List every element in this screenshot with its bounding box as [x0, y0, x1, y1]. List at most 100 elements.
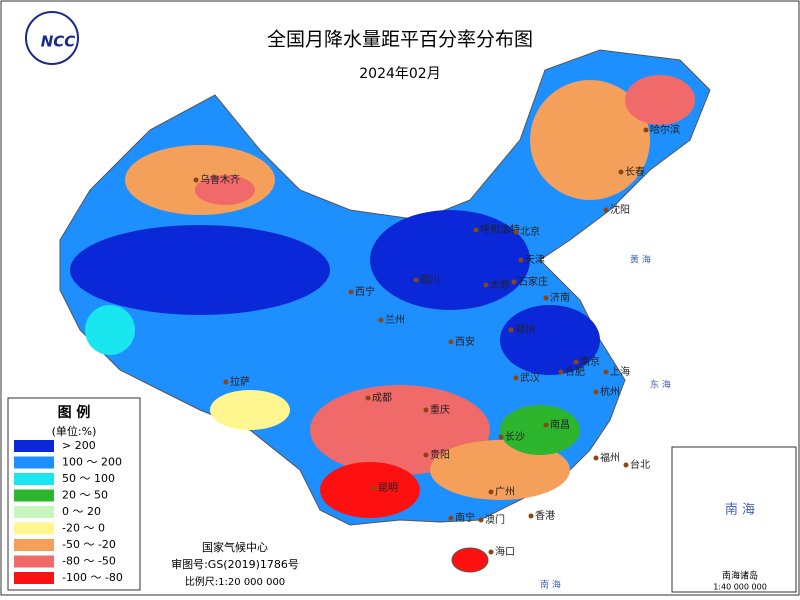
city-label: 成都: [372, 392, 392, 404]
legend-label: -80 ～ -50: [62, 555, 116, 568]
city-dot: [365, 395, 371, 401]
legend-swatch: [14, 522, 54, 535]
region: [195, 175, 255, 205]
city-dot: [603, 369, 609, 375]
city-label: 乌鲁木齐: [200, 173, 240, 186]
legend-unit: (单位:%): [52, 424, 97, 438]
legend-label: 100 ～ 200: [62, 456, 122, 469]
logo-ring: [25, 11, 79, 65]
city-label: 西宁: [355, 285, 375, 298]
city-label: 银川: [420, 273, 440, 286]
city-label: 武汉: [520, 371, 540, 384]
hainan: [451, 547, 489, 573]
city-label: 拉萨: [230, 375, 250, 388]
legend: 图 例 (单位:%) > 200 100 ～ 200 50 ～ 100 20 ～ 50…: [7, 397, 141, 591]
city-dot: [518, 257, 524, 263]
city-dot: [593, 455, 599, 461]
city-label: 贵阳: [430, 448, 450, 461]
city-label: 昆明: [378, 482, 398, 494]
scale: 比例尺:1:20 000 000: [185, 575, 285, 588]
agency: 国家气候中心: [202, 540, 268, 554]
city-label: 南京: [580, 355, 600, 368]
city-label: 长春: [625, 166, 645, 178]
region: [320, 462, 420, 518]
legend-label: -50 ～ -20: [62, 538, 116, 551]
city-label: 台北: [630, 458, 650, 471]
city-dot: [528, 513, 534, 519]
city-label: 广州: [495, 486, 515, 498]
city-dot: [513, 375, 519, 381]
city-label: 长沙: [505, 431, 525, 443]
city-dot: [508, 327, 514, 333]
region: [370, 210, 530, 310]
inset-frame: [671, 446, 797, 593]
legend-items: > 200 100 ～ 200 50 ～ 100 20 ～ 50 0 ～ 20 -20 ～…: [14, 439, 123, 584]
city-dot: [193, 177, 199, 183]
city-dot: [513, 229, 519, 235]
legend-swatch: [14, 440, 54, 452]
city-dot: [423, 407, 429, 413]
city-dot: [371, 485, 377, 491]
city-label: 南昌: [550, 418, 570, 431]
city-label: 沈阳: [610, 203, 630, 216]
legend-swatch: [14, 473, 54, 485]
city-dot: [423, 452, 429, 458]
title: 全国月降水量距平百分率分布图: [267, 29, 533, 51]
sea-labels: 黄 海东 海南 海: [540, 254, 671, 591]
logo-text: NCC: [41, 33, 76, 51]
china-map: [59, 49, 711, 573]
sea-label: 黄 海: [630, 254, 651, 266]
city-dot: [378, 317, 384, 323]
city-dot: [543, 422, 549, 428]
city-dot: [573, 359, 579, 365]
legend-title: 图 例: [58, 404, 91, 421]
city-label: 北京: [520, 225, 540, 238]
legend-label: > 200: [62, 439, 96, 452]
city-dot: [543, 295, 549, 301]
region: [210, 390, 290, 430]
city-label: 郑州: [515, 323, 535, 336]
legend-label: 50 ～ 100: [62, 472, 115, 485]
city-dot: [413, 277, 419, 283]
legend-label: 20 ～ 50: [62, 489, 108, 502]
city-label: 海口: [495, 545, 515, 558]
city-dot: [511, 279, 517, 285]
region: [85, 305, 135, 355]
city-label: 南宁: [455, 511, 475, 524]
city-dot: [603, 207, 609, 213]
city-label: 兰州: [385, 313, 405, 326]
region: [430, 440, 570, 500]
legend-label: 0 ～ 20: [62, 505, 101, 518]
inset: 南 海 南海诸岛 1:40 000 000: [671, 446, 797, 593]
city-label: 呼和浩特: [480, 224, 520, 236]
sea-label: 东 海: [650, 379, 671, 391]
city-label: 太原: [490, 278, 510, 291]
legend-label: -20 ～ 0: [62, 522, 105, 535]
city-label: 福州: [600, 451, 620, 464]
city-label: 哈尔滨: [650, 123, 680, 136]
city-label: 澳门: [485, 513, 505, 526]
logo: NCC: [25, 11, 79, 65]
region: [500, 405, 580, 455]
city-label: 重庆: [430, 403, 450, 416]
city-label: 合肥: [565, 365, 585, 378]
city-dot: [643, 127, 649, 133]
city-dot: [478, 517, 484, 523]
city-label: 香港: [535, 510, 555, 522]
city-label: 上海: [610, 365, 630, 378]
city-label: 石家庄: [518, 275, 548, 288]
city-dot: [623, 462, 629, 468]
inset-title: 南海诸岛: [722, 570, 758, 582]
legend-label: -100 ～ -80: [62, 571, 123, 584]
city-dot: [618, 169, 624, 175]
region: [500, 305, 600, 375]
city-dot: [348, 289, 354, 295]
city-dot: [223, 379, 229, 385]
review-no: 审图号:GS(2019)1786号: [171, 557, 299, 571]
city-dot: [448, 515, 454, 521]
city-label: 杭州: [600, 385, 620, 398]
city-dot: [488, 549, 494, 555]
